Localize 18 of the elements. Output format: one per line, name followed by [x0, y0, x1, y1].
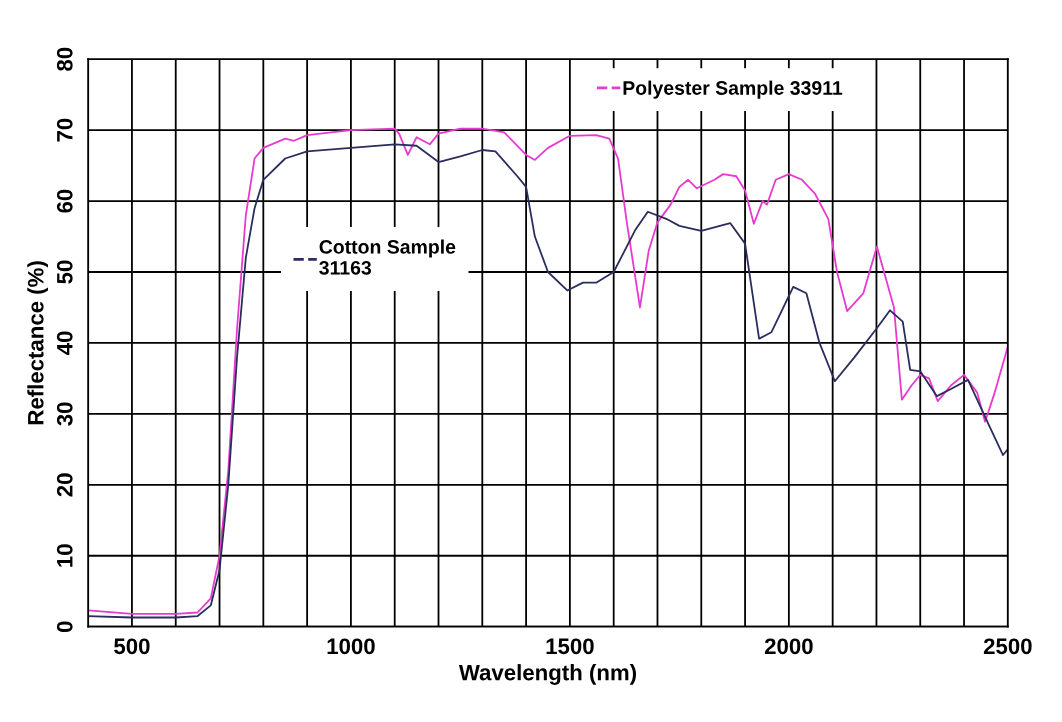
- legend-label: Polyester Sample 33911: [623, 80, 843, 99]
- y-tick-label: 70: [56, 118, 73, 142]
- x-axis-title: Wavelength (nm): [458, 664, 636, 685]
- x-tick-label: 1500: [546, 638, 594, 655]
- y-tick-label: 20: [56, 473, 73, 497]
- y-tick-label: 0: [56, 621, 73, 632]
- x-tick-label: 2000: [764, 638, 813, 655]
- legend-label: Cotton Sample 31163: [319, 239, 456, 275]
- x-tick-label: 1000: [327, 638, 375, 655]
- y-tick-label: 10: [56, 544, 73, 567]
- x-tick-label: 500: [114, 638, 150, 655]
- y-tick-label: 40: [56, 331, 73, 355]
- y-tick-label: 80: [56, 47, 73, 71]
- y-tick-label: 60: [56, 189, 73, 213]
- x-tick-label: 2500: [983, 638, 1032, 655]
- y-axis-title: Reflectance (%): [27, 261, 48, 425]
- y-tick-label: 30: [56, 402, 73, 426]
- y-tick-label: 50: [56, 260, 73, 284]
